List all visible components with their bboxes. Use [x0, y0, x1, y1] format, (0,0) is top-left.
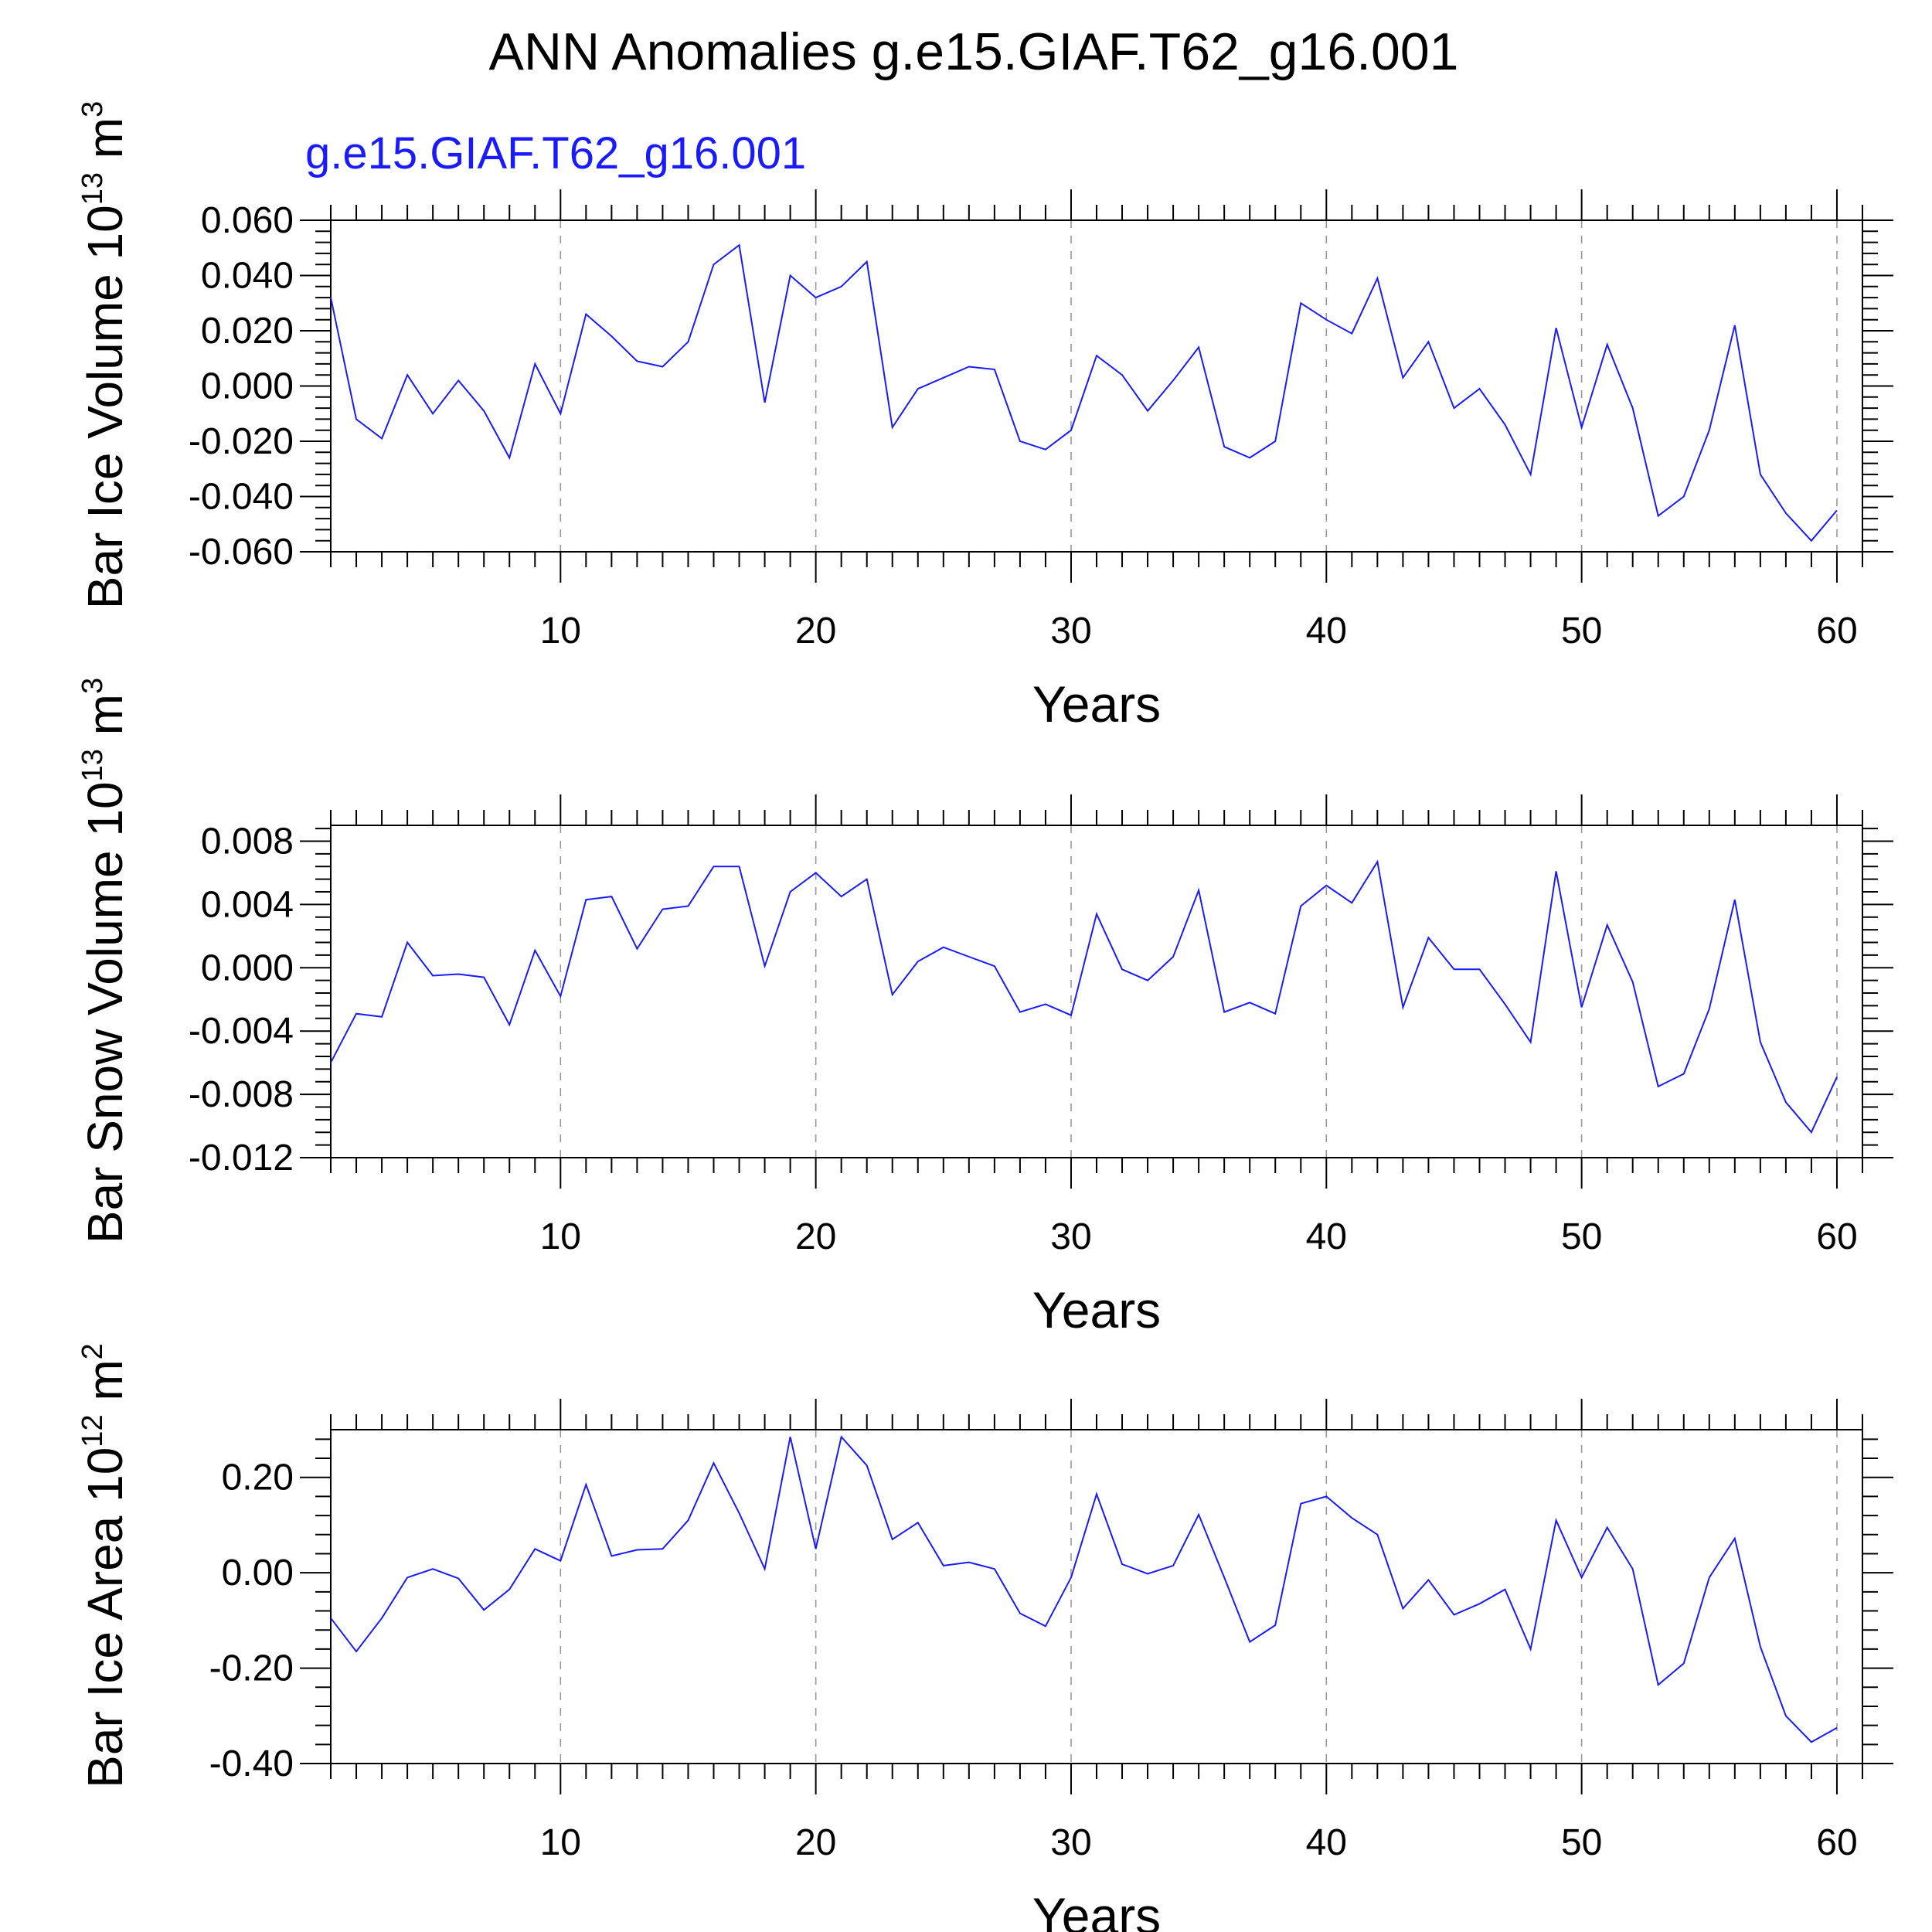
x-axis-title: Years: [1032, 1281, 1161, 1338]
y-tick-label: 0.004: [201, 884, 294, 925]
x-tick-label: 60: [1816, 1216, 1857, 1257]
y-tick-label: -0.020: [189, 421, 294, 462]
panels-group: -0.060 -0.040 -0.020 0.000 0.020 0.040 0.060 10…: [77, 101, 1893, 1932]
chart-title: ANN Anomalies g.e15.GIAF.T62_g16.001: [489, 22, 1459, 81]
y-tick-label: -0.20: [209, 1648, 294, 1689]
y-tick-label: -0.012: [189, 1138, 294, 1179]
x-tick-label: 20: [795, 611, 836, 651]
x-tick-label: 30: [1050, 1216, 1091, 1257]
panel-1: -0.060 -0.040 -0.020 0.000 0.020 0.040 0.060 10…: [77, 101, 1893, 733]
x-tick-label: 40: [1306, 1216, 1347, 1257]
y-tick-label: -0.040: [189, 477, 294, 518]
y-tick-label: 0.008: [201, 821, 294, 862]
y-axis-title: Bar Ice Area 1012 m2: [77, 1343, 133, 1788]
x-tick-label: 30: [1050, 611, 1091, 651]
y-tick-label: 0.00: [222, 1553, 294, 1594]
y-axis-title: Bar Snow Volume 1013 m3: [77, 678, 133, 1243]
y-axis-title: Bar Ice Volume 1013 m3: [77, 101, 133, 609]
x-tick-label: 10: [540, 1216, 581, 1257]
y-tick-label: -0.060: [189, 532, 294, 573]
x-tick-label: 50: [1561, 611, 1602, 651]
y-tick-label: 0.060: [201, 200, 294, 241]
y-tick-label: -0.008: [189, 1074, 294, 1115]
chart-subtitle: g.e15.GIAF.T62_g16.001: [305, 128, 806, 179]
panel-2: -0.012 -0.008 -0.004 0.000 0.004 0.008 10 20 30 4…: [77, 678, 1893, 1338]
x-tick-label: 30: [1050, 1822, 1091, 1863]
x-tick-label: 50: [1561, 1216, 1602, 1257]
x-tick-label: 10: [540, 1822, 581, 1863]
y-tick-label: -0.004: [189, 1011, 294, 1052]
x-axis-title: Years: [1032, 675, 1161, 733]
x-tick-label: 40: [1306, 1822, 1347, 1863]
y-tick-label: 0.040: [201, 256, 294, 297]
x-tick-label: 10: [540, 611, 581, 651]
series-line-1: [330, 243, 1838, 543]
x-axis-title: Years: [1032, 1887, 1161, 1932]
y-tick-label: 0.020: [201, 311, 294, 352]
series-line-1: [330, 859, 1838, 1134]
y-tick-label: 0.000: [201, 366, 294, 407]
x-tick-label: 20: [795, 1822, 836, 1863]
y-tick-label: 0.20: [222, 1458, 294, 1498]
series-line-1: [330, 1435, 1838, 1743]
panel-3: -0.40 -0.20 0.00 0.20 10 20 30 40 50 60 Years Bar I…: [77, 1343, 1893, 1932]
x-tick-label: 20: [795, 1216, 836, 1257]
y-tick-label: -0.40: [209, 1743, 294, 1784]
x-tick-label: 60: [1816, 1822, 1857, 1863]
x-tick-label: 40: [1306, 611, 1347, 651]
y-tick-label: 0.000: [201, 947, 294, 988]
x-tick-label: 50: [1561, 1822, 1602, 1863]
x-tick-label: 60: [1816, 611, 1857, 651]
